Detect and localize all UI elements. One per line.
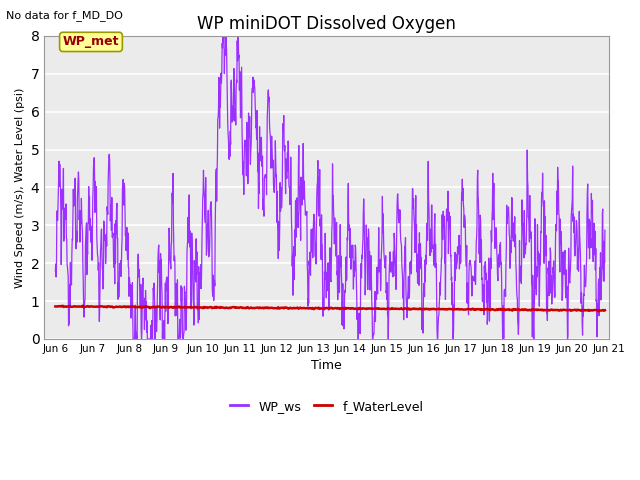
Legend: WP_ws, f_WaterLevel: WP_ws, f_WaterLevel — [225, 395, 428, 418]
Y-axis label: Wind Speed (m/s), Water Level (psi): Wind Speed (m/s), Water Level (psi) — [15, 87, 25, 288]
Title: WP miniDOT Dissolved Oxygen: WP miniDOT Dissolved Oxygen — [197, 15, 456, 33]
Text: WP_met: WP_met — [63, 36, 119, 48]
X-axis label: Time: Time — [311, 360, 342, 372]
Text: No data for f_MD_DO: No data for f_MD_DO — [6, 10, 124, 21]
